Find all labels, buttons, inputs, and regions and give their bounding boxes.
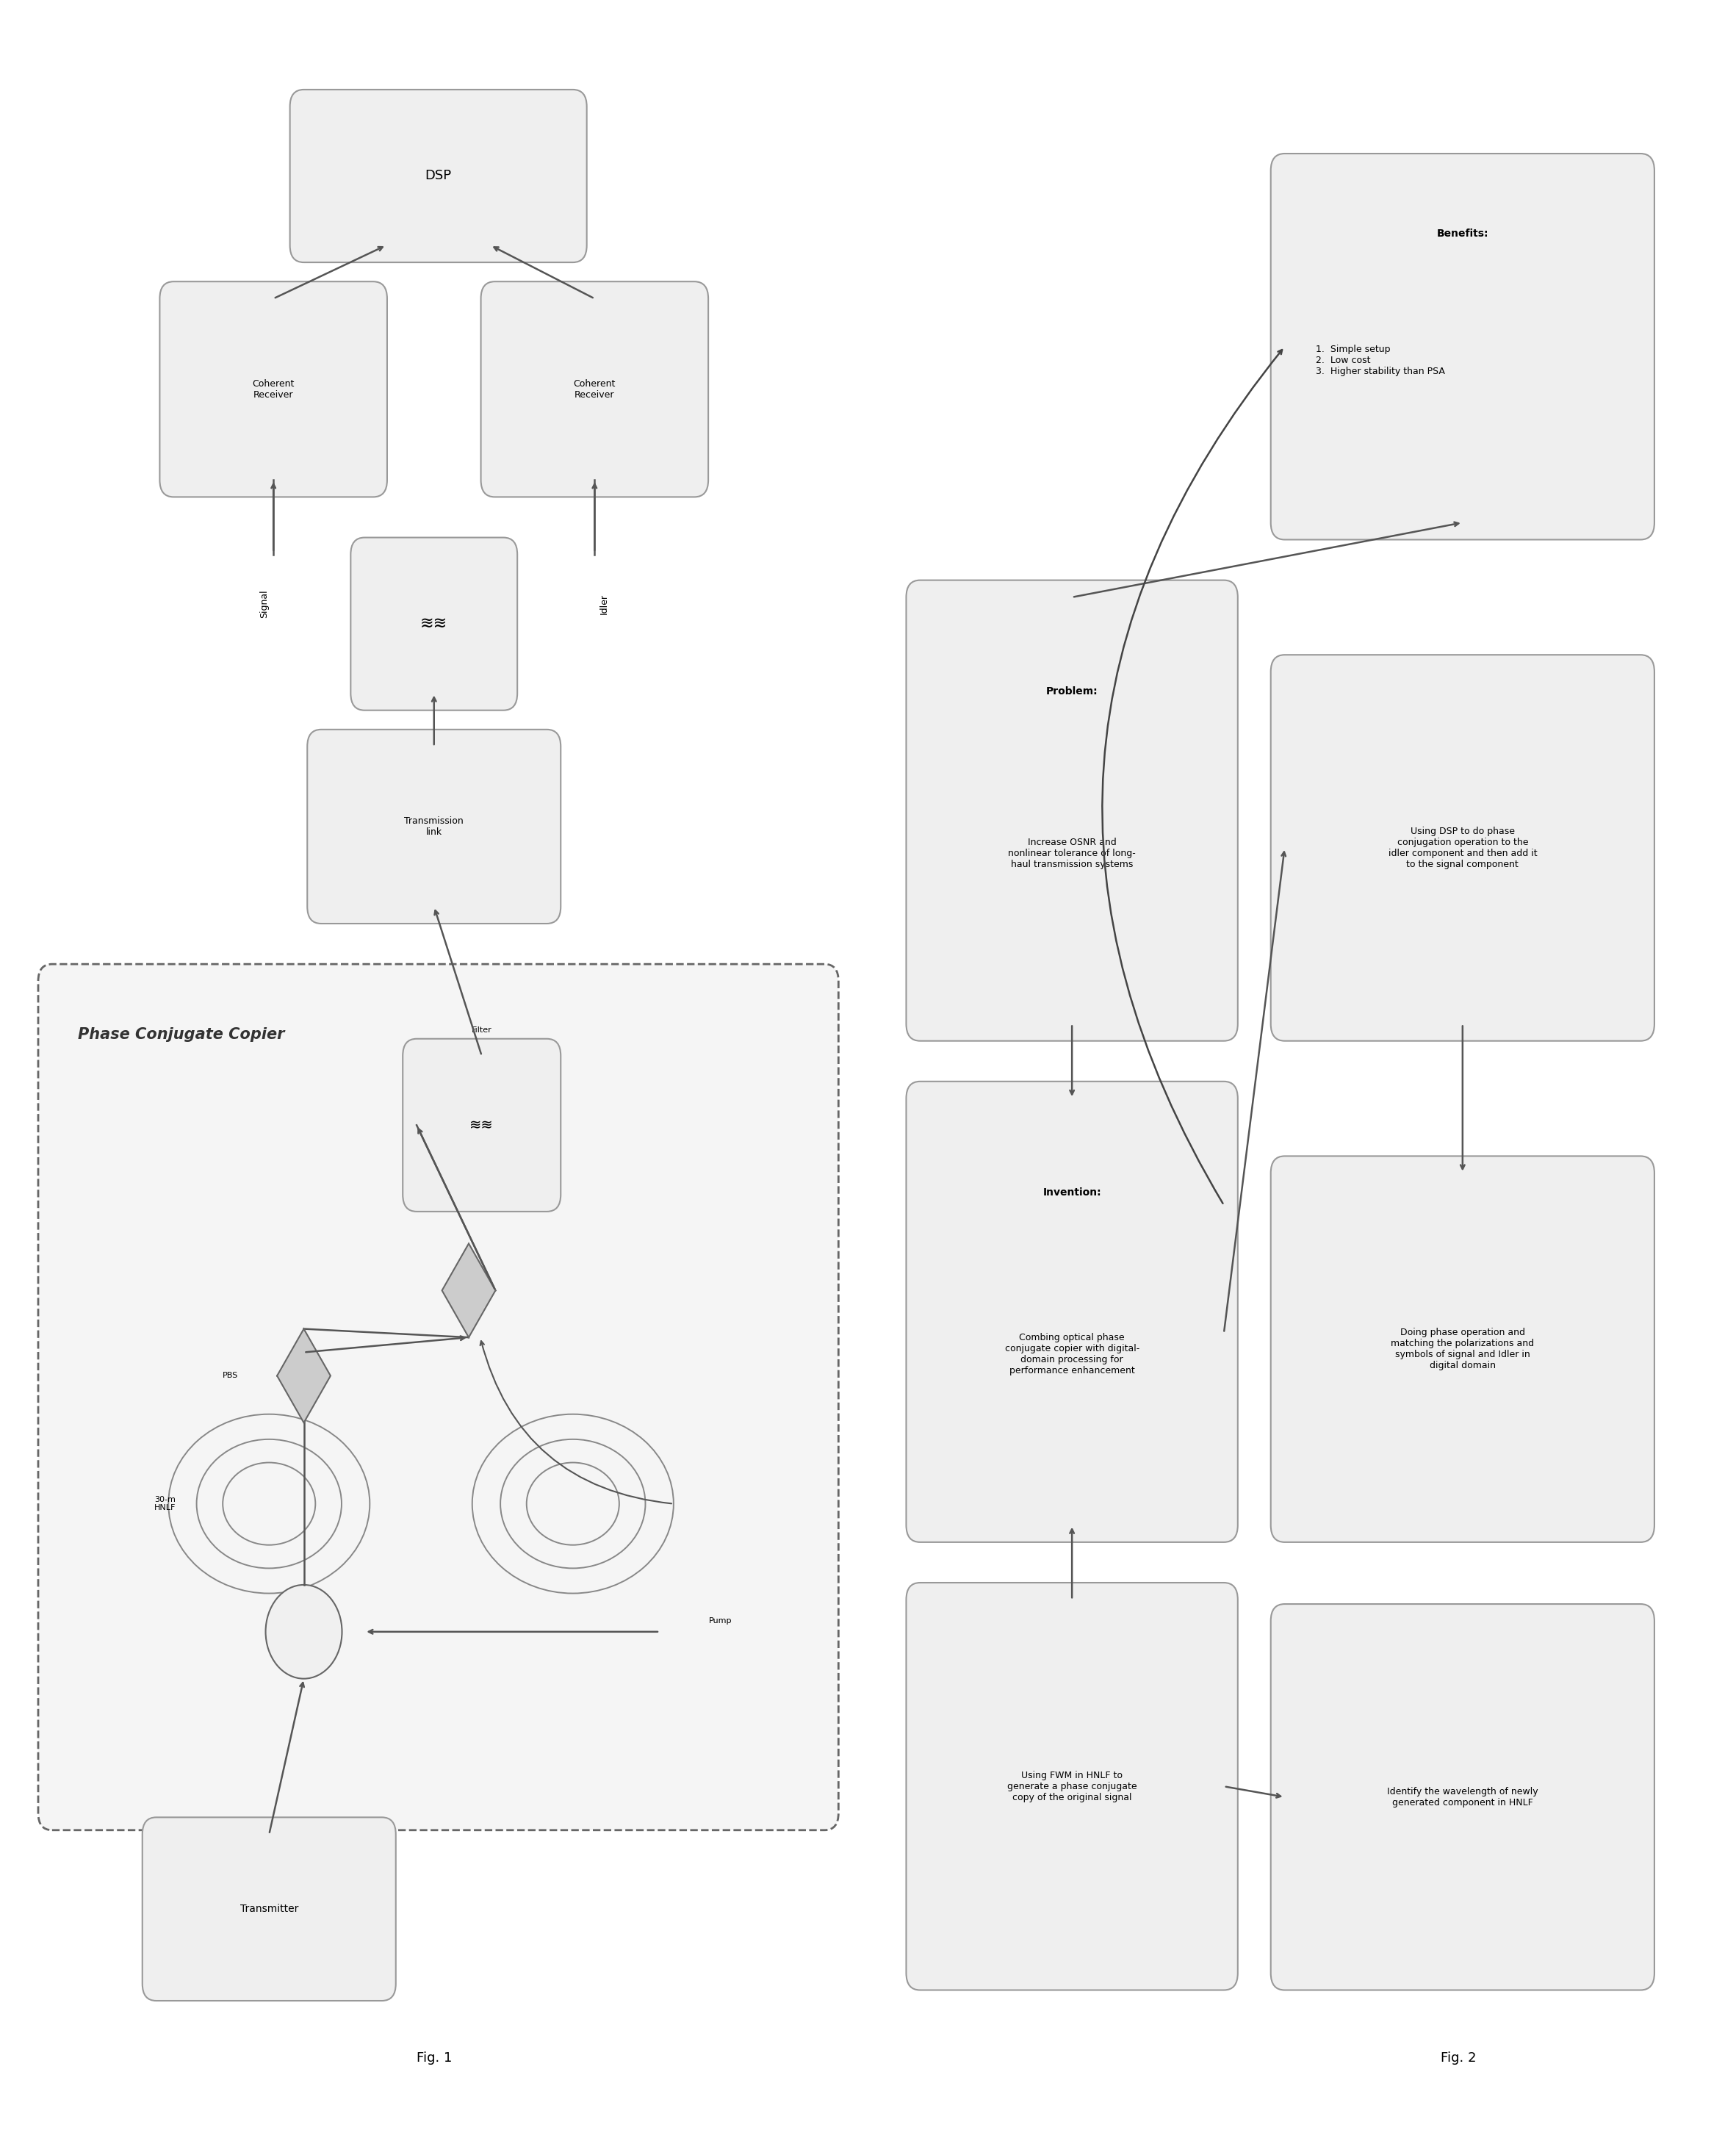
Text: Fig. 2: Fig. 2 — [1441, 2052, 1476, 2065]
Text: Signal: Signal — [259, 589, 269, 619]
Text: Fig. 1: Fig. 1 — [417, 2052, 451, 2065]
FancyBboxPatch shape — [906, 1081, 1238, 1542]
FancyBboxPatch shape — [290, 90, 587, 262]
Polygon shape — [443, 1244, 495, 1337]
FancyBboxPatch shape — [906, 580, 1238, 1041]
Polygon shape — [278, 1329, 330, 1423]
FancyBboxPatch shape — [906, 1583, 1238, 1990]
FancyBboxPatch shape — [351, 538, 517, 710]
FancyBboxPatch shape — [481, 282, 708, 497]
Text: Pump: Pump — [708, 1617, 733, 1625]
Text: Combing optical phase
conjugate copier with digital-
domain processing for
perfo: Combing optical phase conjugate copier w… — [1005, 1333, 1139, 1376]
FancyBboxPatch shape — [307, 729, 561, 924]
FancyBboxPatch shape — [1271, 1604, 1654, 1990]
Text: Doing phase operation and
matching the polarizations and
symbols of signal and I: Doing phase operation and matching the p… — [1391, 1329, 1535, 1369]
Text: Benefits:: Benefits: — [1437, 228, 1488, 239]
Text: Using DSP to do phase
conjugation operation to the
idler component and then add : Using DSP to do phase conjugation operat… — [1389, 828, 1536, 868]
Circle shape — [266, 1585, 342, 1679]
FancyBboxPatch shape — [142, 1817, 396, 2001]
FancyBboxPatch shape — [1271, 655, 1654, 1041]
Text: Using FWM in HNLF to
generate a phase conjugate
copy of the original signal: Using FWM in HNLF to generate a phase co… — [1007, 1770, 1137, 1802]
Text: ≋≋: ≋≋ — [420, 616, 448, 631]
Text: Coherent
Receiver: Coherent Receiver — [573, 380, 616, 399]
Text: Transmitter: Transmitter — [240, 1905, 299, 1913]
Text: Problem:: Problem: — [1047, 687, 1097, 695]
Text: Identify the wavelength of newly
generated component in HNLF: Identify the wavelength of newly generat… — [1387, 1787, 1538, 1807]
FancyBboxPatch shape — [1271, 1156, 1654, 1542]
Text: 1.  Simple setup
2.  Low cost
3.  Higher stability than PSA: 1. Simple setup 2. Low cost 3. Higher st… — [1316, 346, 1444, 378]
FancyBboxPatch shape — [403, 1039, 561, 1212]
Text: Coherent
Receiver: Coherent Receiver — [252, 380, 295, 399]
Text: 30-m
HNLF: 30-m HNLF — [155, 1495, 175, 1512]
Text: Invention:: Invention: — [1043, 1188, 1101, 1197]
FancyBboxPatch shape — [1271, 154, 1654, 540]
FancyBboxPatch shape — [160, 282, 387, 497]
Text: Filter: Filter — [472, 1026, 491, 1035]
Text: Increase OSNR and
nonlinear tolerance of long-
haul transmission systems: Increase OSNR and nonlinear tolerance of… — [1009, 838, 1135, 868]
Text: Transmission
link: Transmission link — [404, 817, 464, 836]
Text: Idler: Idler — [599, 593, 609, 614]
Text: Phase Conjugate Copier: Phase Conjugate Copier — [78, 1028, 285, 1041]
Text: DSP: DSP — [425, 169, 451, 183]
FancyBboxPatch shape — [38, 964, 838, 1830]
Text: PBS: PBS — [222, 1372, 238, 1380]
Text: ≋≋: ≋≋ — [470, 1118, 493, 1133]
